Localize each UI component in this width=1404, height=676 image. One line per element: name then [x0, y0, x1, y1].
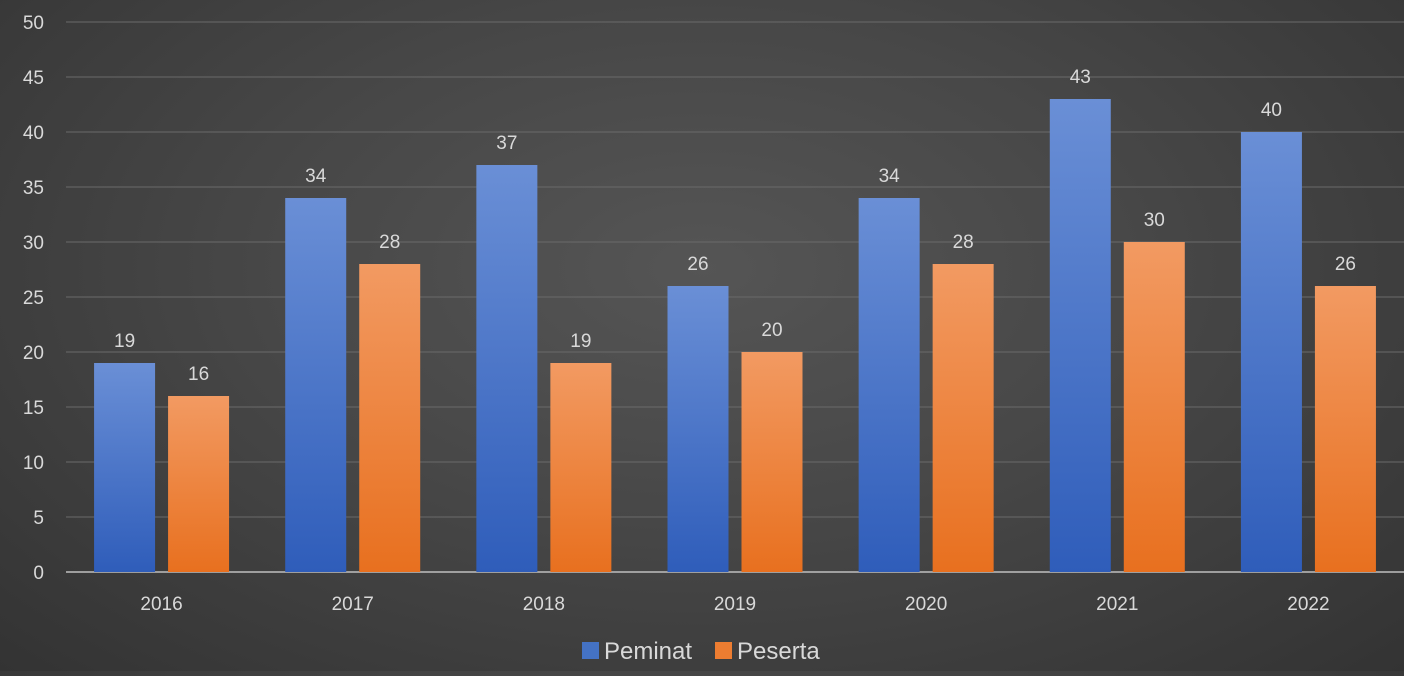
data-label: 43: [1070, 67, 1091, 88]
bars: [94, 99, 1376, 572]
y-tick-label: 25: [23, 288, 44, 309]
data-label: 28: [953, 232, 974, 253]
bar-peminat-2020: [858, 198, 920, 572]
x-tick-label: 2016: [140, 594, 182, 615]
data-label: 37: [496, 133, 517, 154]
bar-peminat-2016: [94, 363, 156, 572]
data-label: 28: [379, 232, 400, 253]
data-label: 34: [879, 166, 901, 187]
y-tick-label: 10: [23, 453, 44, 474]
x-axis-ticks: 2016 2017 2018 2019 2020 2021 2022: [140, 594, 1329, 615]
x-tick-label: 2019: [714, 594, 756, 615]
data-label: 34: [305, 166, 327, 187]
data-label: 19: [114, 331, 135, 352]
bar-peminat-2019: [667, 286, 729, 572]
data-label: 26: [687, 254, 708, 275]
bar-peserta-2018: [550, 363, 612, 572]
data-label: 40: [1261, 100, 1282, 121]
bar-peminat-2018: [476, 165, 538, 572]
data-label: 30: [1144, 210, 1165, 231]
x-tick-label: 2022: [1287, 594, 1329, 615]
bar-peserta-2017: [359, 264, 421, 572]
y-tick-label: 35: [23, 178, 44, 199]
bar-peserta-2021: [1123, 242, 1185, 572]
data-label: 19: [570, 331, 591, 352]
y-tick-label: 30: [23, 233, 44, 254]
data-label: 20: [761, 320, 782, 341]
bar-peminat-2017: [285, 198, 347, 572]
x-tick-label: 2021: [1096, 594, 1138, 615]
bar-peserta-2016: [168, 396, 230, 572]
y-tick-label: 20: [23, 343, 44, 364]
x-tick-label: 2018: [523, 594, 565, 615]
bar-peminat-2022: [1240, 132, 1302, 572]
y-axis-ticks: 0 5 10 15 20 25 30 35 40 45 50: [23, 13, 44, 584]
legend-swatch-peminat: [582, 642, 599, 659]
x-tick-label: 2020: [905, 594, 947, 615]
y-tick-label: 5: [33, 508, 44, 529]
y-tick-label: 50: [23, 13, 44, 34]
data-labels: 19 16 34 28 37 19 26 20 34 28 43 30 40 26: [114, 67, 1356, 385]
data-label: 26: [1335, 254, 1356, 275]
legend-label-peminat: Peminat: [604, 638, 692, 665]
data-label: 16: [188, 364, 209, 385]
y-tick-label: 15: [23, 398, 44, 419]
bar-peserta-2022: [1314, 286, 1376, 572]
legend-swatch-peserta: [715, 642, 732, 659]
legend-label-peserta: Peserta: [737, 638, 820, 665]
y-tick-label: 45: [23, 68, 44, 89]
bar-peserta-2020: [932, 264, 994, 572]
bar-peserta-2019: [741, 352, 803, 572]
bar-peminat-2021: [1049, 99, 1111, 572]
y-tick-label: 40: [23, 123, 44, 144]
legend: Peminat Peserta: [582, 638, 820, 665]
x-tick-label: 2017: [332, 594, 374, 615]
gridlines: [66, 21, 1404, 573]
y-tick-label: 0: [33, 563, 44, 584]
